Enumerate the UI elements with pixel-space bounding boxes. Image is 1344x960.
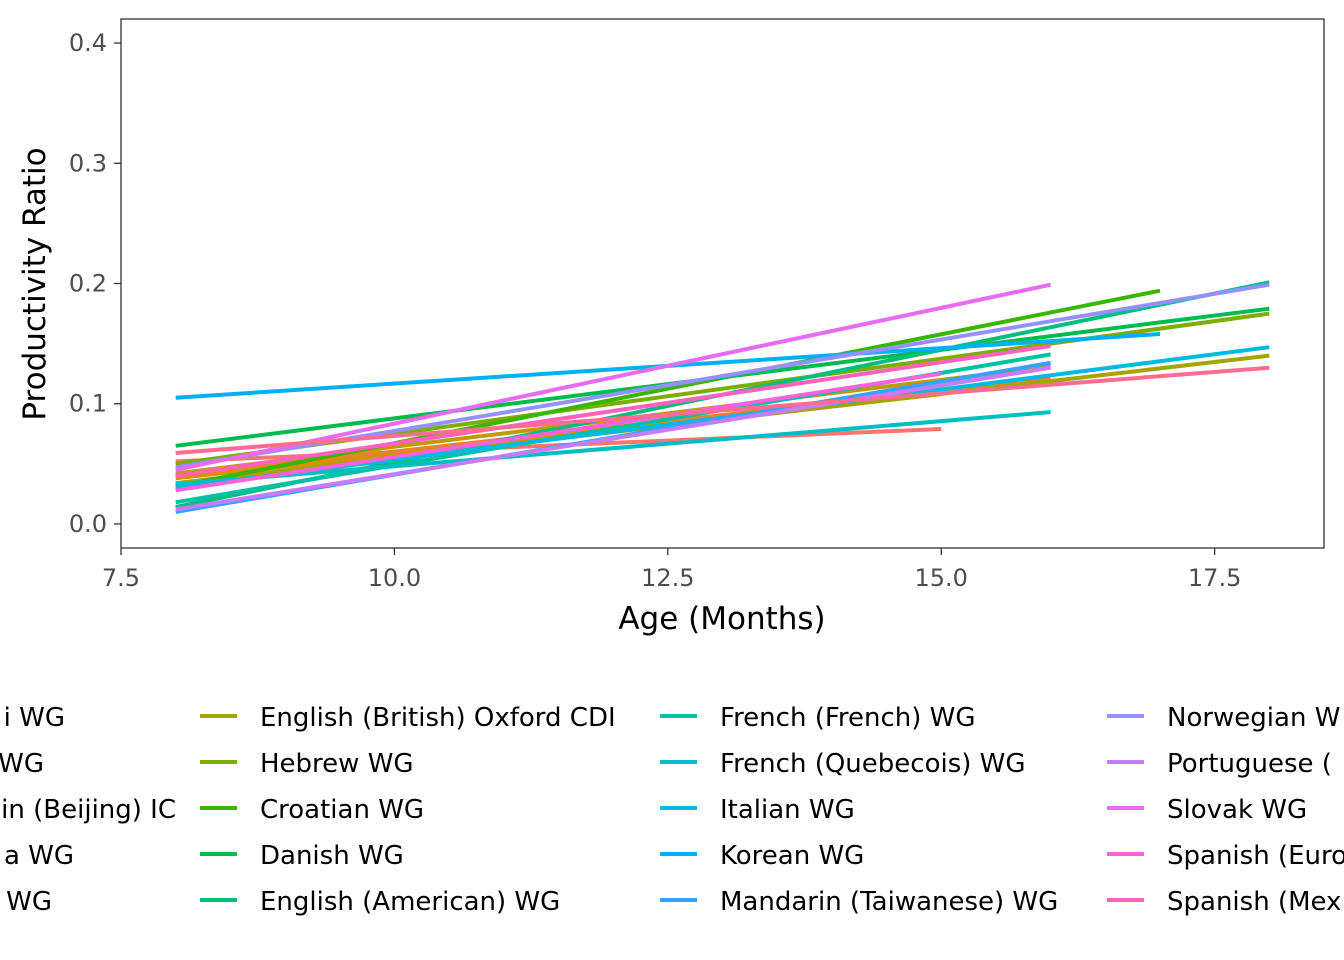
x-axis: 7.5 10.0 12.5 15.0 17.5 xyxy=(102,548,1241,592)
y-tick-label: 0.1 xyxy=(69,390,107,418)
x-tick-label: 17.5 xyxy=(1188,564,1241,592)
legend-label: Italian WG xyxy=(720,795,855,825)
x-tick-label: 10.0 xyxy=(368,564,421,592)
legend-label: English (British) Oxford CDI xyxy=(260,703,616,733)
legend-label: Hebrew WG xyxy=(260,749,414,779)
x-tick-label: 12.5 xyxy=(641,564,694,592)
y-axis-title: Productivity Ratio xyxy=(17,147,53,420)
series-line-15 xyxy=(175,365,1051,512)
series-line-18 xyxy=(175,344,1051,478)
x-tick-label: 15.0 xyxy=(915,564,968,592)
legend-label: English (American) WG xyxy=(260,887,560,917)
legend-label: Norwegian W xyxy=(1167,703,1340,733)
series-line-19 xyxy=(175,365,1270,455)
legend-label: i WG xyxy=(4,703,65,733)
series-line-10 xyxy=(175,410,1051,487)
series-layer xyxy=(175,280,1270,514)
legend-label: French (Quebecois) WG xyxy=(720,749,1026,779)
series-line-16 xyxy=(175,282,1052,472)
x-tick-label: 7.5 xyxy=(102,564,140,592)
legend: i WG WG in (Beijing) IC a WG WG English (Brit… xyxy=(0,703,1344,917)
legend-label: Korean WG xyxy=(720,841,864,871)
y-tick-label: 0.3 xyxy=(69,149,107,177)
legend-label: Danish WG xyxy=(260,841,404,871)
legend-label: Mandarin (Taiwanese) WG xyxy=(720,887,1058,917)
x-axis-title: Age (Months) xyxy=(618,601,825,637)
y-tick-label: 0.0 xyxy=(69,510,107,538)
legend-label: Portuguese ( xyxy=(1167,749,1332,779)
legend-label: a WG xyxy=(4,841,74,871)
y-tick-label: 0.4 xyxy=(69,29,107,57)
legend-label: French (French) WG xyxy=(720,703,976,733)
legend-label: Spanish (Euro xyxy=(1167,841,1344,871)
y-axis: 0.0 0.1 0.2 0.3 0.4 xyxy=(69,29,121,538)
legend-label: WG xyxy=(0,749,44,779)
legend-label: Croatian WG xyxy=(260,795,424,825)
legend-label: Slovak WG xyxy=(1167,795,1307,825)
series-line-17 xyxy=(175,371,942,493)
legend-label: in (Beijing) IC xyxy=(1,795,176,825)
legend-label: WG xyxy=(6,887,52,917)
y-tick-label: 0.2 xyxy=(69,270,107,298)
series-line-6 xyxy=(175,288,1161,489)
legend-label: Spanish (Mex xyxy=(1167,887,1341,917)
